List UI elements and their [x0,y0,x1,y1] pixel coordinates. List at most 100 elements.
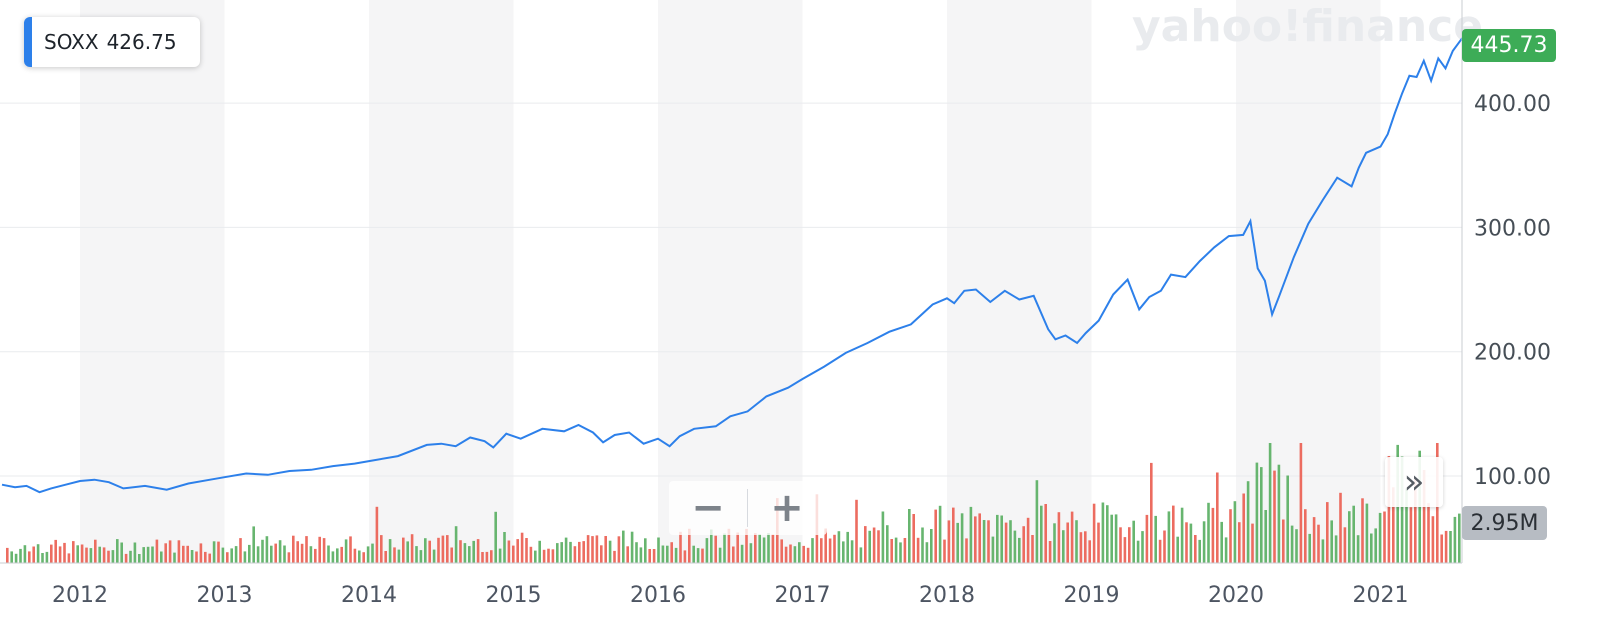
yahoo-finance-watermark: yahoo!finance [1132,1,1483,52]
volume-bar [850,540,854,563]
y-axis-labels: 100.00 200.00 300.00 400.00 [1474,92,1551,490]
volume-bar [630,531,634,563]
volume-bar [529,546,533,563]
volume-bar [617,536,621,563]
zoom-in-button[interactable]: + [770,485,804,531]
volume-bar [318,536,321,563]
volume-bar [1031,535,1034,563]
volume-bar [842,541,845,563]
volume-bar [710,529,713,563]
volume-bar [1326,502,1329,563]
volume-bar [512,545,515,563]
volume-bar [749,543,753,563]
volume-bar [1449,531,1452,563]
volume-bar [300,543,304,563]
volume-bar [872,527,876,563]
volume-bar [723,533,726,563]
volume-bar [1392,487,1395,563]
volume-bar [648,549,651,563]
volume-bar [1264,510,1267,563]
volume-bar [1084,531,1087,563]
volume-bar [138,554,141,563]
volume-bar [1119,527,1122,563]
year-band-2018 [947,0,1092,563]
volume-bar [1312,517,1316,563]
volume-bar [683,550,687,563]
volume-bar [1167,511,1171,563]
y-tick-label-300: 300.00 [1474,216,1551,241]
volume-bar [239,538,242,563]
volume-bar [1004,522,1008,563]
volume-bar [591,536,594,563]
volume-bar [1194,535,1197,563]
volume-bar [969,506,973,563]
volume-bar [613,550,616,563]
volume-bar [94,539,97,563]
volume-bar [1387,456,1391,563]
volume-bar [1251,523,1254,563]
volume-bar [270,545,273,563]
volume-bar [292,535,295,563]
volume-bar [1422,470,1426,563]
volume-bar [1277,464,1281,563]
legend-symbol: SOXX [44,30,99,54]
volume-bar [784,546,788,563]
volume-bar [595,535,599,563]
volume-bar [991,536,995,563]
year-band-2014 [369,0,514,563]
volume-bar [806,547,810,563]
volume-bar [644,538,647,563]
volume-bar [353,548,357,563]
volume-bar [380,535,383,563]
volume-bar [116,539,119,563]
volume-bar [72,541,75,563]
volume-bar [1273,470,1276,563]
volume-bar [987,520,990,563]
volume-bar [1180,507,1184,563]
volume-bar [1163,530,1166,563]
volume-bar [10,551,13,563]
volume-bar [287,552,291,563]
volume-bar [1053,523,1056,563]
volume-bar [859,547,863,563]
volume-bar [1361,498,1364,563]
volume-bar [322,538,326,563]
zoom-out-button[interactable]: − [691,485,725,531]
volume-bar [692,545,695,563]
volume-bar [828,538,832,563]
volume-bar [1202,521,1206,563]
volume-bar [309,546,313,563]
volume-bar [952,507,955,563]
volume-bar [177,540,181,563]
volume-bar [217,541,220,563]
volume-bar [168,540,172,563]
volume-bar [604,536,607,563]
volume-bar [916,537,920,563]
volume-bar [820,538,823,563]
volume-bar [204,551,207,563]
x-tick-label-2020: 2020 [1208,583,1264,608]
volume-bar [1062,530,1065,563]
volume-bars [6,443,1461,563]
expand-chart-button[interactable]: » [1385,457,1443,507]
legend[interactable]: SOXX 426.75 [24,17,200,67]
volume-bar [1022,526,1025,563]
volume-bar [28,551,31,563]
volume-bar [1352,505,1355,563]
volume-bar [481,552,484,563]
volume-bar [1145,514,1149,563]
x-tick-label-2018: 2018 [919,583,975,608]
volume-bar [248,544,251,563]
volume-bar [578,541,581,563]
year-bands [80,0,1381,563]
volume-bar [798,542,801,563]
volume-bar [670,542,673,563]
volume-bar [54,539,57,563]
volume-bar [1000,515,1003,563]
volume-bar [1132,520,1135,563]
y-tick-label-400: 400.00 [1474,92,1551,117]
volume-bar [133,542,137,563]
volume-bar [314,548,317,563]
volume-bar [199,543,203,563]
